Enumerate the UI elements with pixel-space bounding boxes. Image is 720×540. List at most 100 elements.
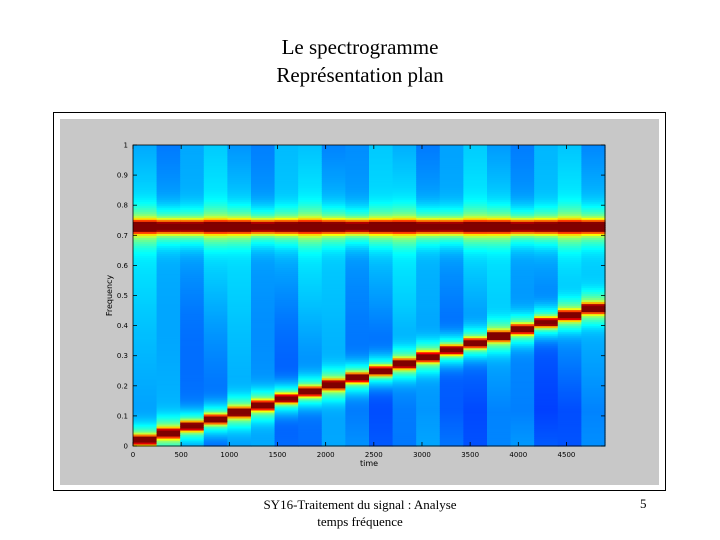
spectrogram-cell bbox=[345, 237, 370, 240]
spectrogram-cell bbox=[321, 339, 346, 343]
spectrogram-cell bbox=[227, 337, 252, 341]
spectrogram-cell bbox=[534, 345, 559, 349]
spectrogram-cell bbox=[534, 439, 559, 443]
spectrogram-cell bbox=[557, 417, 582, 421]
spectrogram-cell bbox=[487, 317, 512, 321]
spectrogram-cell bbox=[133, 145, 158, 148]
spectrogram-cell bbox=[251, 263, 276, 266]
spectrogram-cell bbox=[133, 383, 158, 387]
spectrogram-cell bbox=[298, 439, 323, 443]
spectrogram-cell bbox=[180, 375, 205, 379]
spectrogram-cell bbox=[534, 309, 559, 313]
spectrogram-cell bbox=[274, 157, 299, 160]
spectrogram-cell bbox=[298, 219, 323, 222]
spectrogram-cell bbox=[180, 177, 205, 180]
spectrogram-cell bbox=[369, 151, 394, 154]
spectrogram-cell bbox=[416, 405, 441, 409]
spectrogram-cell bbox=[321, 277, 346, 281]
spectrogram-cell bbox=[439, 315, 464, 319]
spectrogram-cell bbox=[180, 199, 205, 202]
spectrogram-cell bbox=[298, 267, 323, 271]
spectrogram-cell bbox=[581, 205, 606, 208]
spectrogram-cell bbox=[487, 175, 512, 178]
spectrogram-cell bbox=[180, 379, 205, 383]
spectrogram-cell bbox=[392, 321, 417, 325]
spectrogram-cell bbox=[227, 299, 252, 303]
spectrogram-cell bbox=[251, 361, 276, 365]
spectrogram-cell bbox=[345, 165, 370, 168]
spectrogram-cell bbox=[251, 377, 276, 381]
spectrogram-cell bbox=[557, 289, 582, 293]
spectrogram-cell bbox=[133, 151, 158, 154]
spectrogram-cell bbox=[298, 209, 323, 212]
spectrogram-cell bbox=[321, 361, 346, 365]
spectrogram-cell bbox=[581, 161, 606, 164]
spectrogram-cell bbox=[156, 341, 181, 345]
spectrogram-cell bbox=[274, 341, 299, 345]
spectrogram-cell bbox=[581, 255, 606, 258]
spectrogram-cell bbox=[392, 397, 417, 401]
spectrogram-cell bbox=[251, 277, 276, 281]
spectrogram-cell bbox=[557, 373, 582, 377]
spectrogram-cell bbox=[180, 349, 205, 353]
spectrogram-cell bbox=[416, 167, 441, 170]
spectrogram-cell bbox=[557, 261, 582, 264]
spectrogram-cell bbox=[463, 273, 488, 277]
spectrogram-cell bbox=[487, 161, 512, 164]
spectrogram-cell bbox=[487, 213, 512, 216]
spectrogram-cell bbox=[298, 171, 323, 174]
spectrogram-cell bbox=[345, 401, 370, 405]
spectrogram-cell bbox=[463, 429, 488, 433]
spectrogram-cell bbox=[463, 245, 488, 248]
spectrogram-cell bbox=[298, 405, 323, 409]
spectrogram-cell bbox=[439, 197, 464, 200]
spectrogram-cell bbox=[392, 287, 417, 291]
spectrogram-cell bbox=[251, 237, 276, 240]
spectrogram-cell bbox=[274, 181, 299, 184]
spectrogram-cell bbox=[251, 323, 276, 327]
spectrogram-cell bbox=[274, 205, 299, 208]
spectrogram-cell bbox=[251, 403, 276, 407]
spectrogram-cell bbox=[463, 269, 488, 273]
spectrogram-cell bbox=[321, 163, 346, 166]
spectrogram-cell bbox=[487, 287, 512, 291]
spectrogram-cell bbox=[227, 443, 252, 447]
spectrogram-cell bbox=[298, 365, 323, 369]
spectrogram-cell bbox=[227, 269, 252, 273]
spectrogram-cell bbox=[321, 425, 346, 429]
spectrogram-cell bbox=[510, 421, 535, 425]
spectrogram-cell bbox=[203, 409, 228, 413]
spectrogram-cell bbox=[156, 221, 181, 224]
spectrogram-cell bbox=[557, 237, 582, 240]
spectrogram-cell bbox=[392, 207, 417, 210]
spectrogram-cell bbox=[392, 201, 417, 204]
spectrogram-cell bbox=[133, 419, 158, 423]
spectrogram-cell bbox=[274, 431, 299, 435]
spectrogram-cell bbox=[298, 253, 323, 256]
spectrogram-cell bbox=[557, 291, 582, 295]
spectrogram-cell bbox=[581, 209, 606, 212]
spectrogram-cell bbox=[369, 387, 394, 391]
spectrogram-cell bbox=[581, 297, 606, 301]
spectrogram-cell bbox=[534, 307, 559, 311]
spectrogram-cell bbox=[510, 175, 535, 178]
spectrogram-cell bbox=[392, 331, 417, 335]
spectrogram-cell bbox=[369, 439, 394, 443]
spectrogram-cell bbox=[581, 253, 606, 256]
spectrogram-cell bbox=[439, 335, 464, 339]
spectrogram-cell bbox=[392, 235, 417, 238]
spectrogram-cell bbox=[180, 389, 205, 393]
spectrogram-cell bbox=[180, 343, 205, 347]
spectrogram-cell bbox=[510, 229, 535, 232]
spectrogram-cell bbox=[463, 151, 488, 154]
spectrogram-cell bbox=[369, 401, 394, 405]
spectrogram-cell bbox=[581, 271, 606, 275]
spectrogram-cell bbox=[321, 279, 346, 283]
spectrogram-cell bbox=[345, 321, 370, 325]
spectrogram-cell bbox=[251, 391, 276, 395]
spectrogram-cell bbox=[534, 233, 559, 236]
spectrogram-cell bbox=[203, 289, 228, 293]
spectrogram-cell bbox=[534, 335, 559, 339]
spectrogram-cell bbox=[156, 181, 181, 184]
spectrogram-cell bbox=[251, 397, 276, 401]
